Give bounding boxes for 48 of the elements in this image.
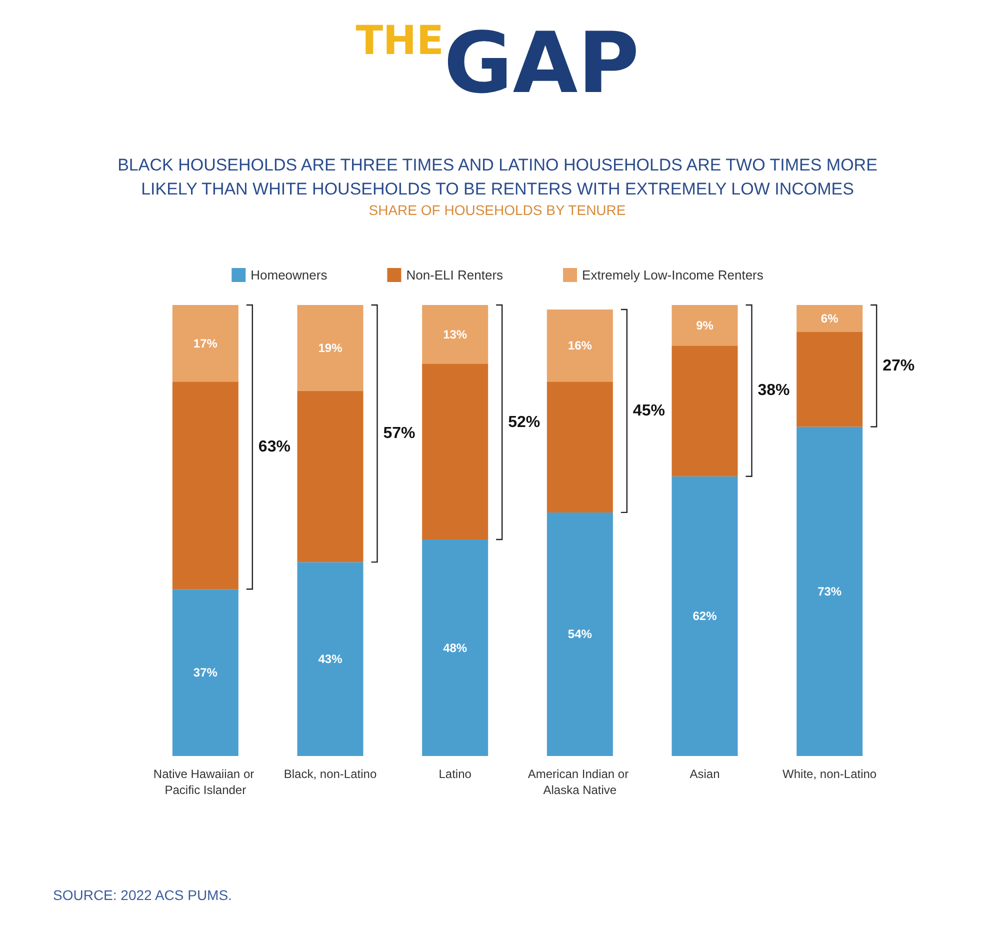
bar	[297, 562, 364, 756]
bar	[297, 390, 364, 562]
data-label: 19%	[318, 340, 343, 355]
bar	[672, 305, 738, 346]
bar	[422, 305, 488, 364]
data-label: 48%	[443, 640, 468, 655]
data-label: 62%	[692, 609, 718, 624]
bar	[546, 310, 613, 382]
bar	[672, 476, 738, 756]
annotation: 45%	[632, 402, 665, 420]
annotation: 57%	[383, 425, 416, 442]
data-label: 17%	[193, 336, 218, 350]
annotation: 52%	[508, 414, 540, 431]
legend-label: Non-ELI Renters	[406, 268, 504, 282]
bar	[672, 346, 738, 476]
bar	[796, 332, 863, 427]
bar	[422, 364, 488, 540]
bar	[297, 305, 364, 391]
legend-label: Extremely Low-Income Renters	[582, 268, 764, 282]
data-label: 43%	[318, 652, 343, 666]
chart-subtitle: BLACK HOUSEHOLDS ARE THREE TIMES AND LATINO HOUSEHOLDS ARE TWO TIMES MORE LIKELY THAN WHITE HOUSEHOLDS TO BE RENTERS WITH EXTREMELY LOW INCOMES	[118, 156, 878, 198]
annotation: 38%	[758, 382, 790, 400]
legend-label: Homeowners	[250, 268, 328, 282]
x-tick-label: White, non-Latino	[782, 767, 877, 781]
annotation: 27%	[882, 357, 915, 374]
x-tick-label: American Indian or Alaska Native	[528, 767, 632, 797]
data-label: 9%	[696, 318, 714, 332]
bar	[546, 382, 613, 512]
bar	[546, 512, 613, 756]
data-label: 6%	[820, 312, 839, 326]
source-note: SOURCE: 2022 ACS PUMS.	[53, 887, 232, 903]
bar	[172, 305, 238, 382]
bar	[172, 589, 238, 756]
bar	[172, 382, 238, 590]
data-label: 37%	[193, 666, 218, 680]
text: SHARE OF HOUSEHOLDS BY TENURE	[368, 202, 626, 218]
bar	[796, 426, 863, 756]
annotation: 63%	[258, 438, 290, 456]
data-label: 54%	[568, 627, 592, 642]
data-label: 73%	[818, 584, 842, 598]
data-label: 13%	[443, 327, 468, 342]
x-tick-label: Black, non-Latino	[284, 767, 377, 781]
bar	[422, 540, 488, 756]
x-tick-label: Latino	[438, 767, 472, 781]
data-label: 16%	[568, 338, 592, 353]
x-tick-label: Native Hawaiian or Pacific Islander	[153, 767, 258, 797]
x-tick-label: Asian	[690, 767, 720, 781]
bar	[796, 305, 863, 332]
